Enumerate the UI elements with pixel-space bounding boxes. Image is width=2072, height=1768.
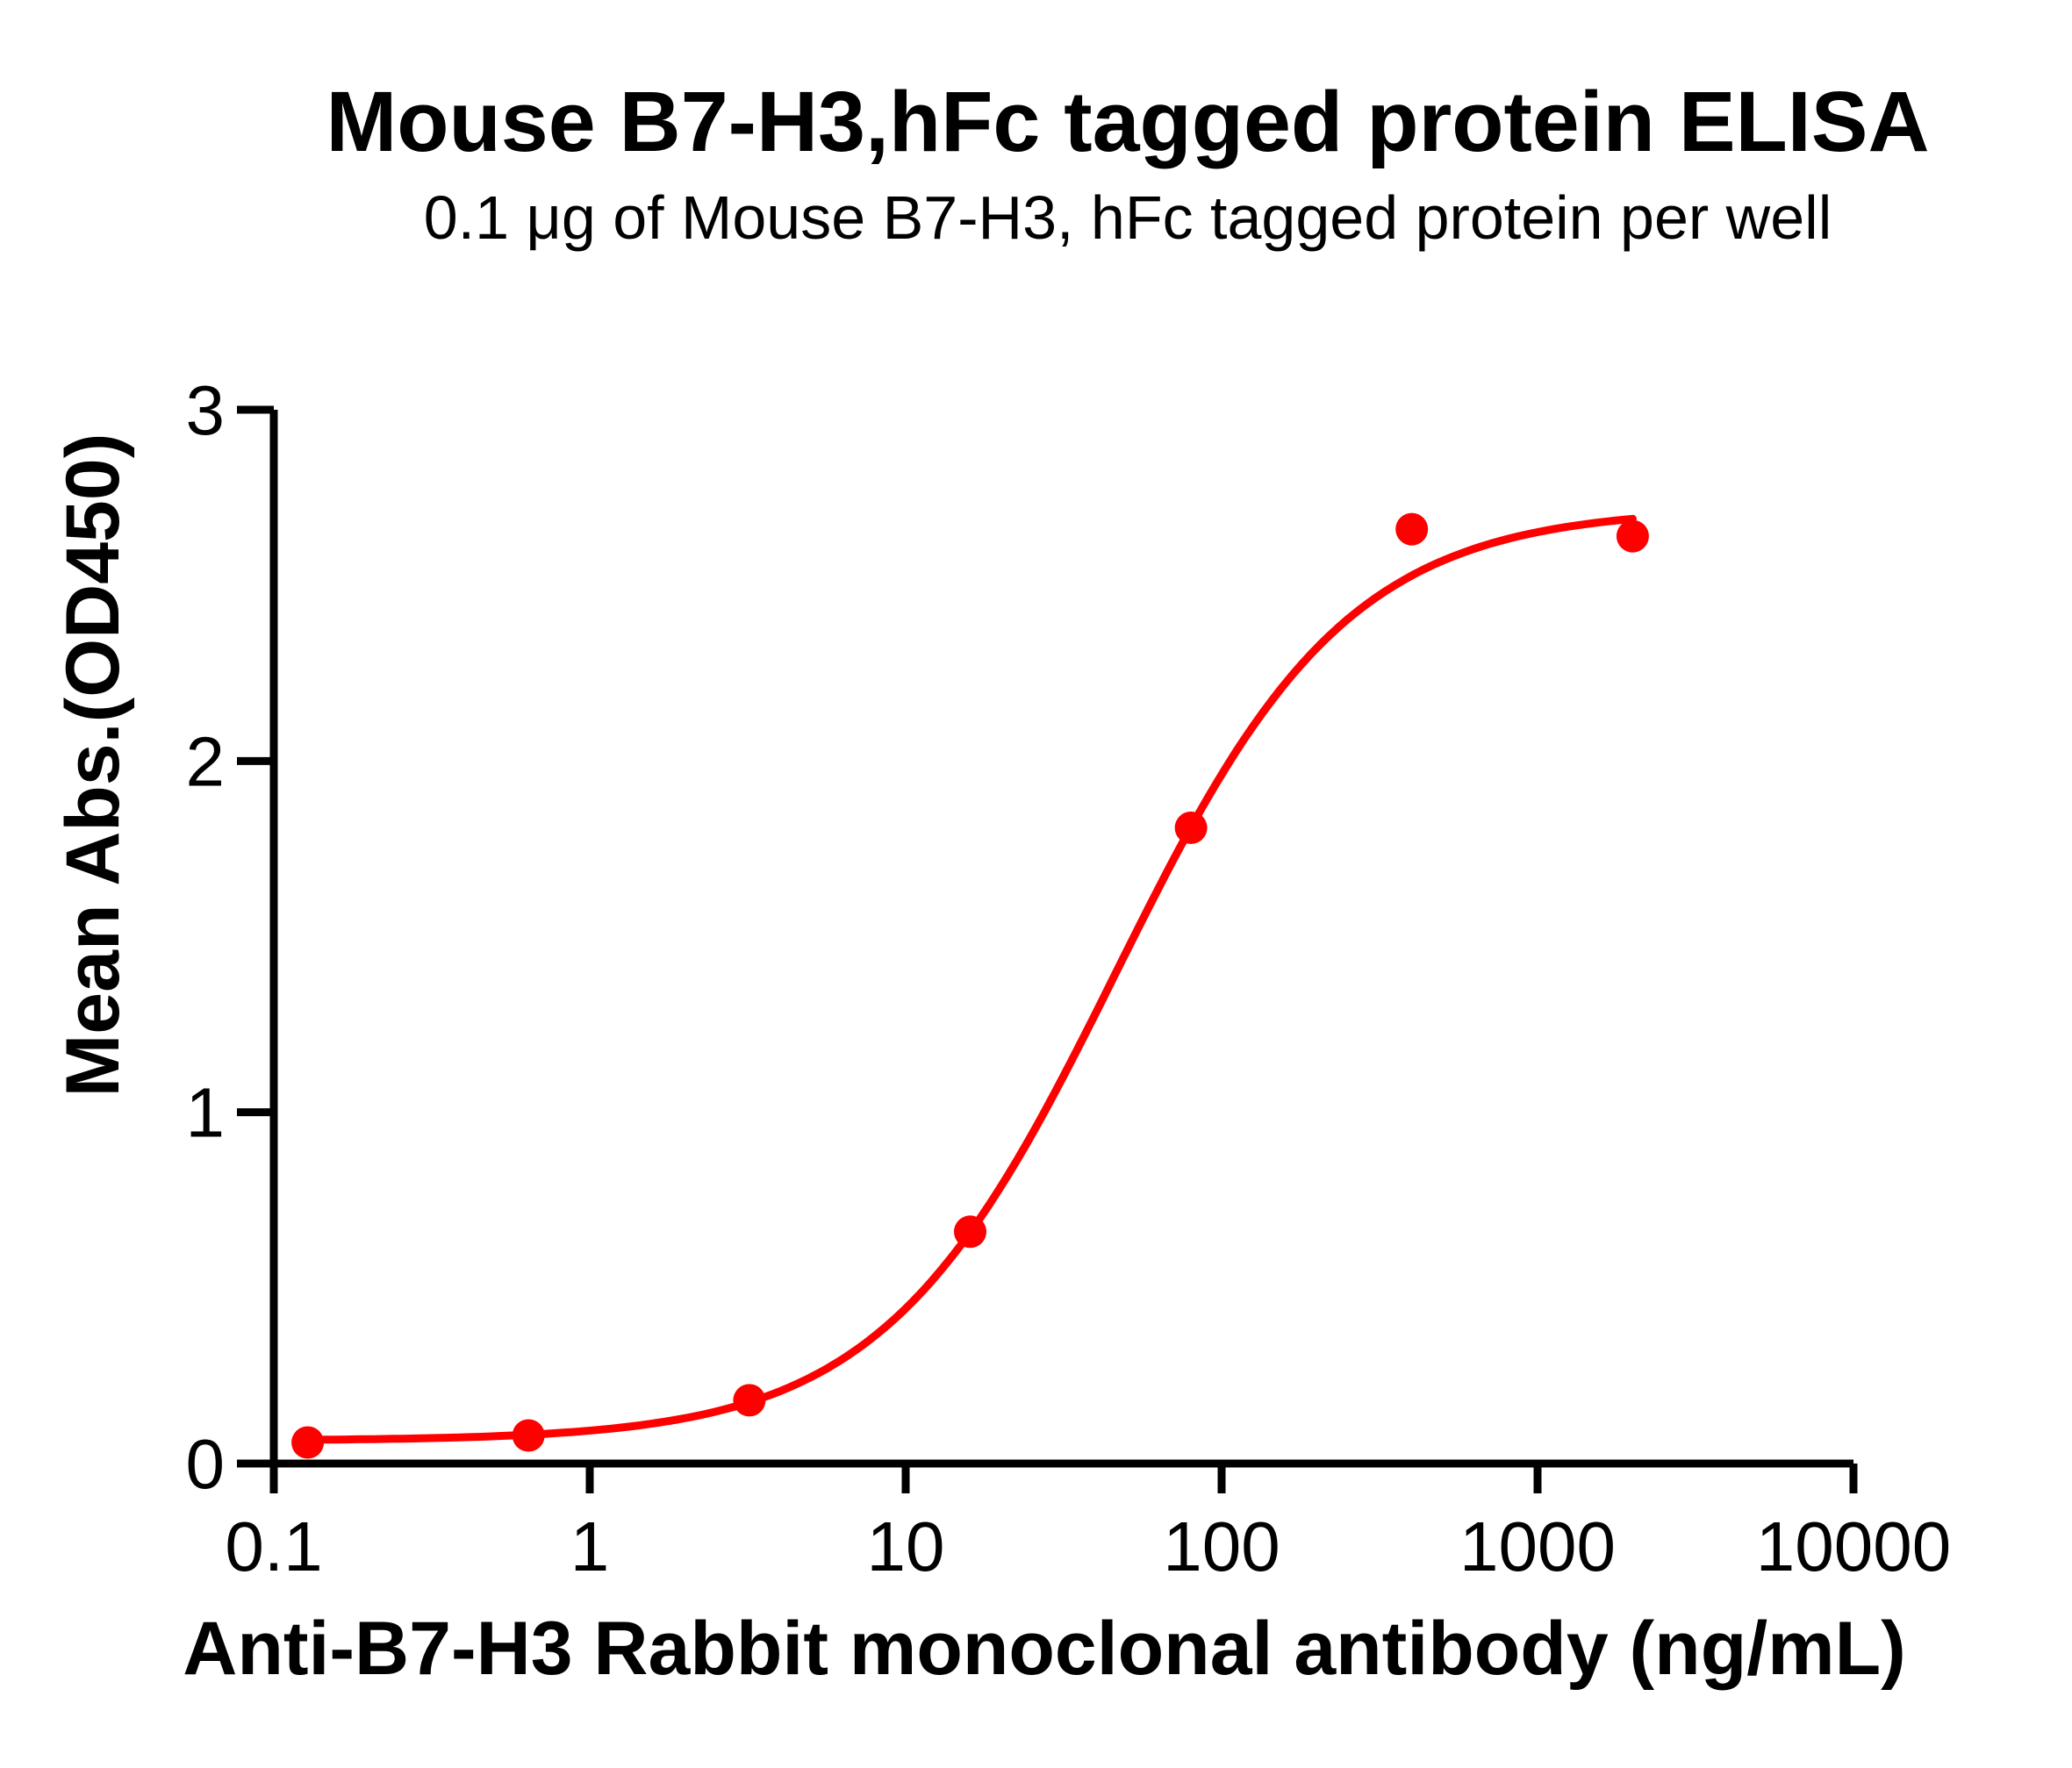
- data-point: [1174, 811, 1208, 844]
- x-axis-tick-labels: 0.1 1 10 100 1000 10000: [225, 1507, 1951, 1585]
- y-axis-ticks: [237, 405, 274, 1468]
- data-point: [291, 1426, 325, 1459]
- y-tick-label: 2: [186, 722, 226, 800]
- chart-title: Mouse B7-H3,hFc tagged protein ELISA: [326, 74, 1930, 169]
- x-tick-label: 1000: [1459, 1507, 1616, 1585]
- y-tick-label: 0: [186, 1425, 226, 1503]
- x-tick-label: 10: [867, 1507, 945, 1585]
- data-point: [733, 1384, 766, 1417]
- x-tick-label: 0.1: [225, 1507, 322, 1585]
- y-tick-label: 1: [186, 1074, 226, 1152]
- data-point: [954, 1215, 986, 1249]
- data-point: [1395, 512, 1429, 546]
- data-points: [291, 512, 1649, 1459]
- y-axis-title: Mean Abs.(OD450): [51, 433, 135, 1098]
- x-axis-title: Anti-B7-H3 Rabbit monoclonal antibody (n…: [183, 1607, 1906, 1691]
- x-tick-label: 100: [1163, 1507, 1280, 1585]
- data-point: [512, 1419, 545, 1452]
- fit-curve: [304, 514, 1637, 1444]
- y-axis-tick-labels: 0 1 2 3: [186, 371, 226, 1503]
- data-point: [1616, 519, 1649, 553]
- x-tick-label: 10000: [1756, 1507, 1951, 1585]
- axes: [237, 410, 1853, 1468]
- x-tick-label: 1: [570, 1507, 610, 1585]
- chart-subtitle: 0.1 μg of Mouse B7-H3, hFc tagged protei…: [424, 183, 1832, 252]
- y-tick-label: 3: [186, 371, 226, 449]
- x-axis-ticks: [269, 1464, 1858, 1493]
